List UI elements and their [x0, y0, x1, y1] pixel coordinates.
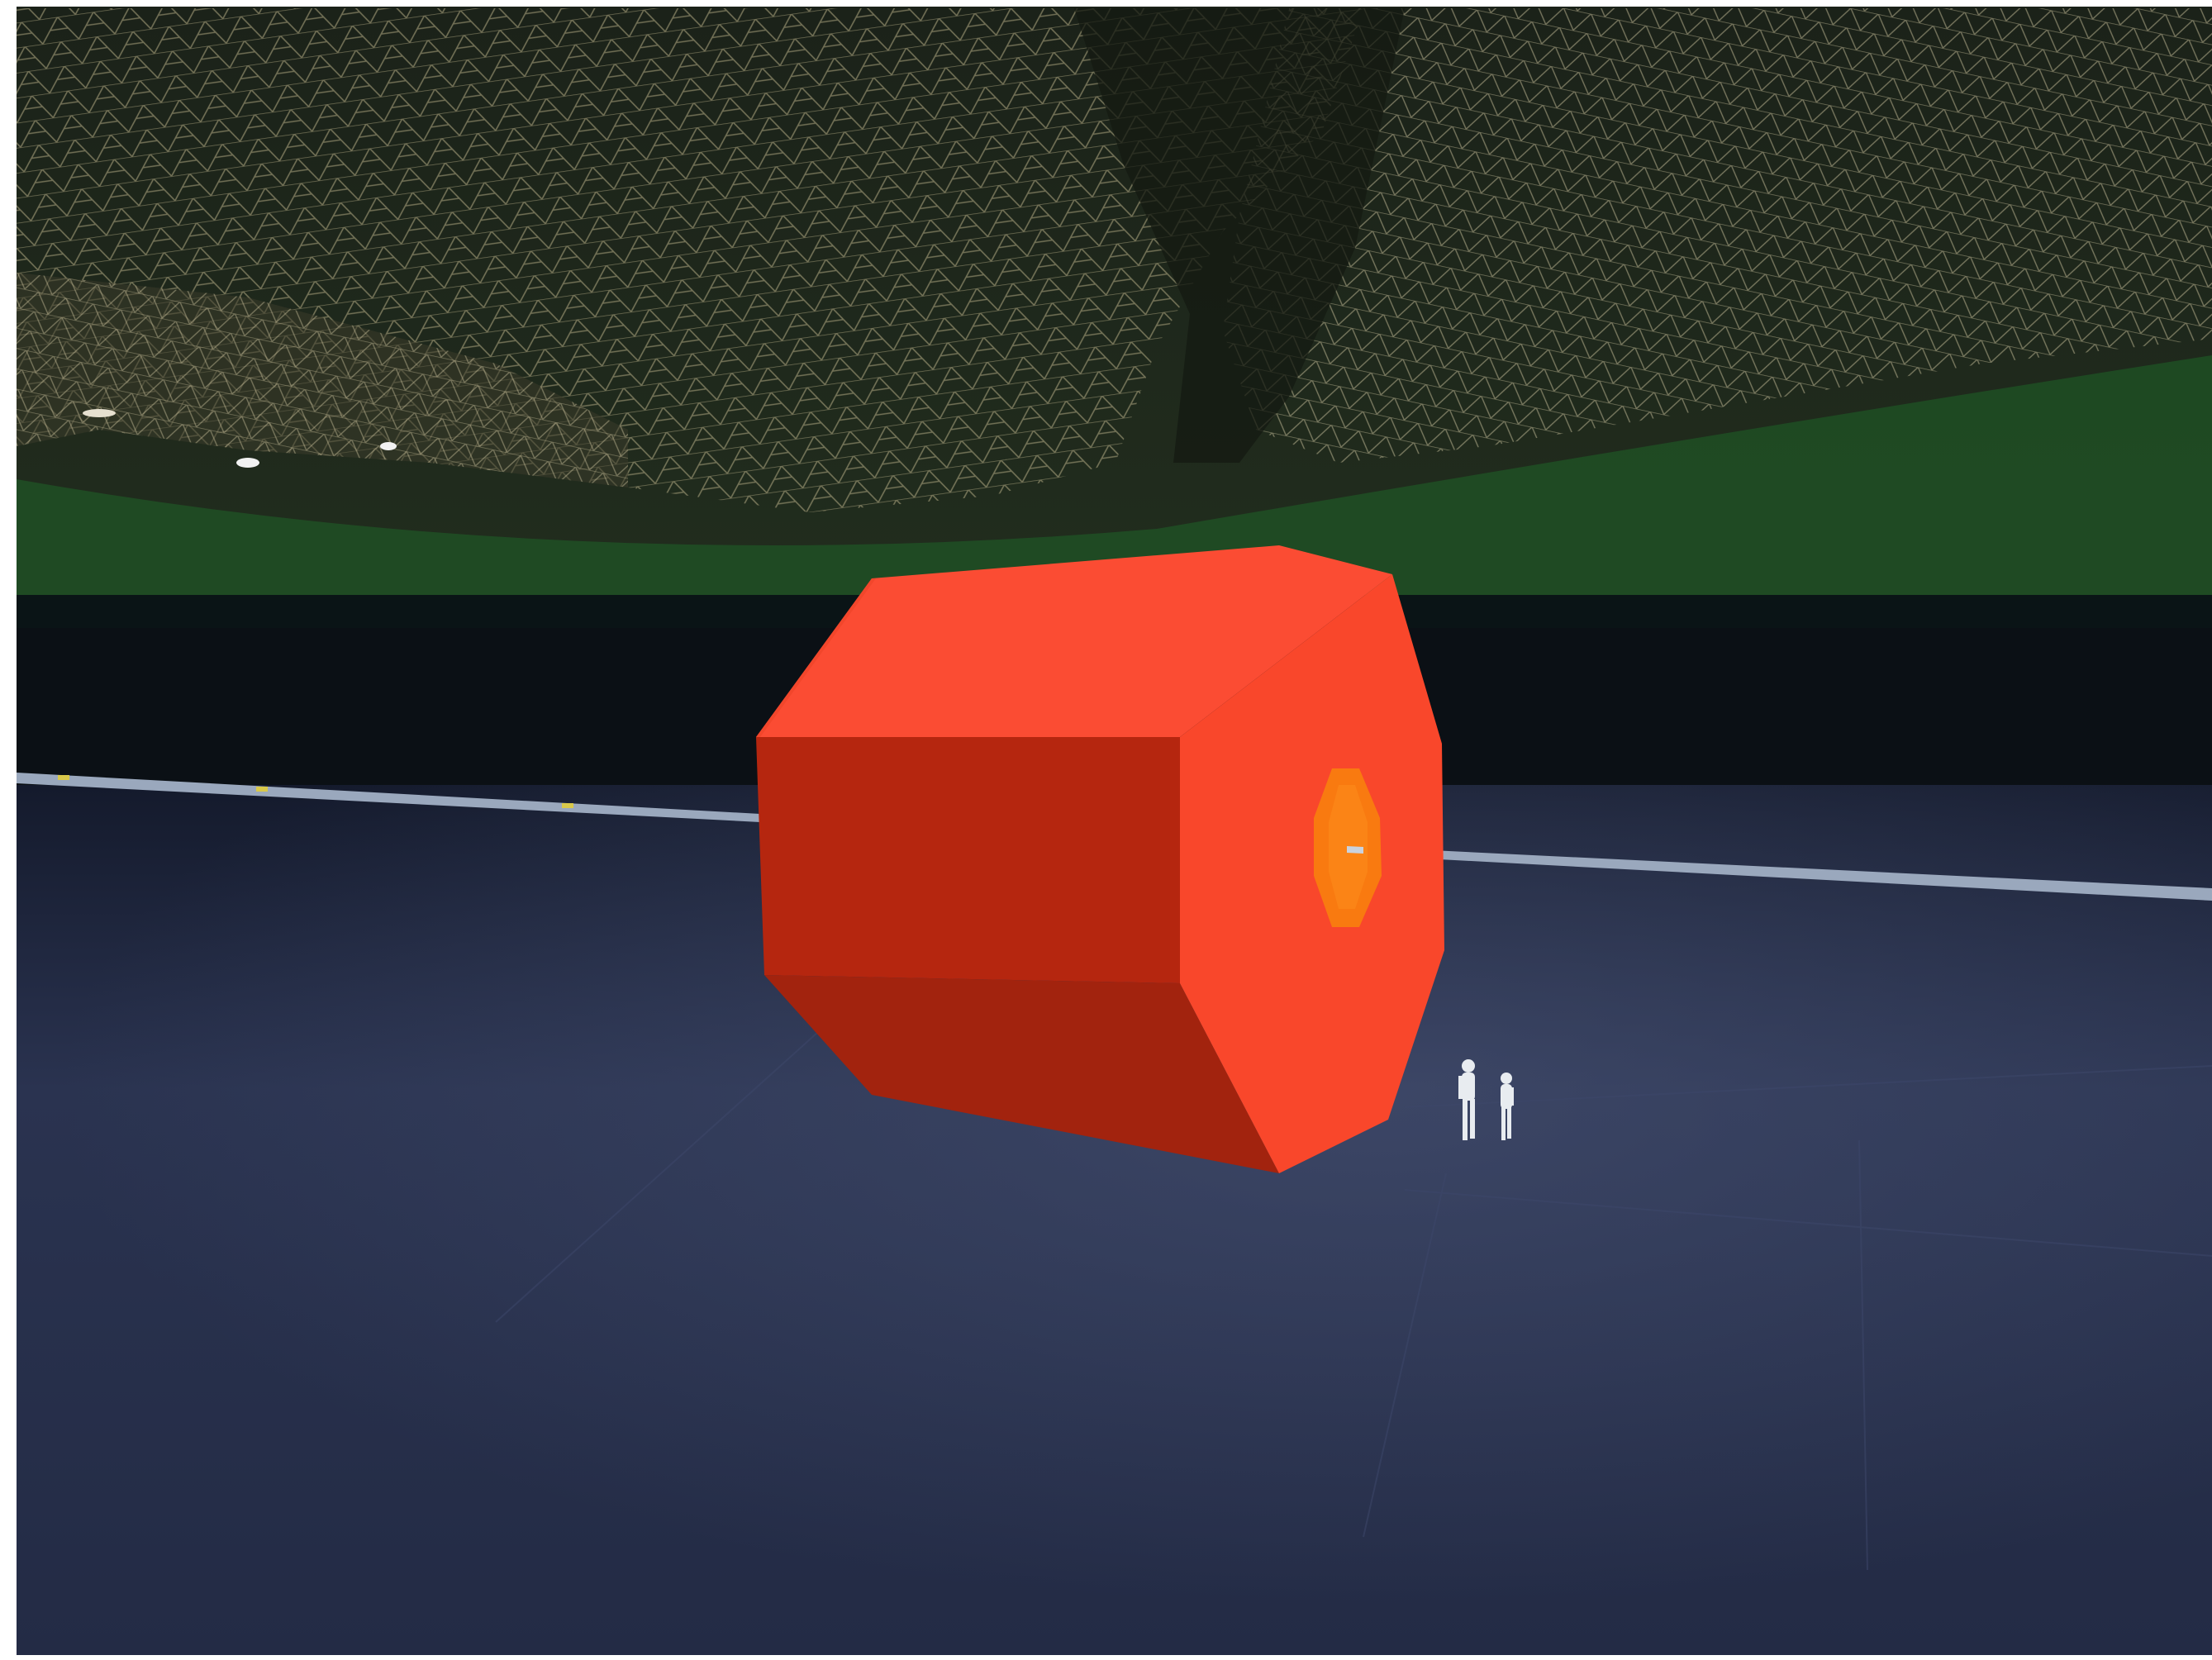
human-figure-2: [1501, 1073, 1514, 1140]
ceiling-mesh-right: [1223, 8, 2212, 463]
ceiling-light: [83, 409, 116, 417]
frame-edge-left: [0, 0, 17, 1660]
horizon-haze: [17, 355, 2212, 628]
detector-barrel[interactable]: [756, 545, 1444, 1173]
floor-grid: [495, 1024, 2212, 1571]
beam-pipe-left: [17, 773, 760, 822]
ceiling-light: [236, 458, 259, 468]
human-figures: [1458, 1059, 1514, 1140]
barrel-side-face: [756, 737, 1180, 983]
ceiling-light: [380, 442, 397, 450]
barrel-top-face: [756, 545, 1392, 737]
frame-edge-bottom: [0, 1655, 2212, 1660]
barrel-bottom-face: [764, 975, 1279, 1173]
frame-edge-top: [0, 0, 2212, 7]
beam-pipe-core: [1347, 846, 1363, 854]
human-figure-1: [1458, 1059, 1475, 1140]
barrel-end-cap: [1180, 574, 1444, 1173]
ceiling-dark-band: [1074, 8, 1405, 463]
beam-pipe-right: [1347, 846, 2212, 901]
